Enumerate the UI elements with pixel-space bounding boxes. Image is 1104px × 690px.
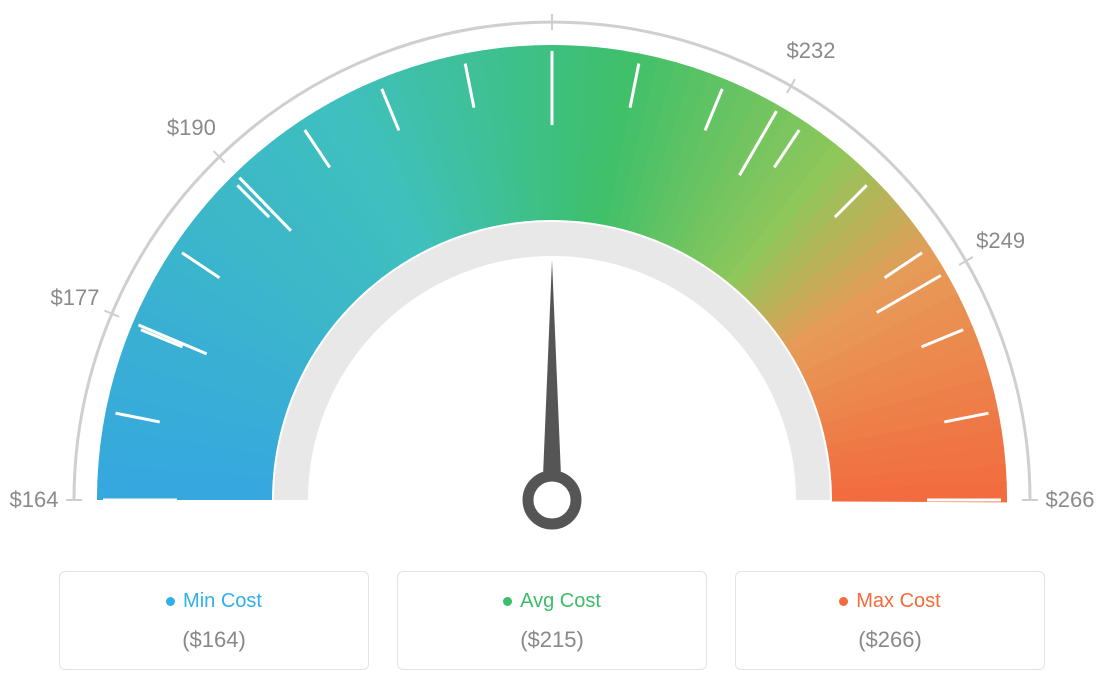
legend-dot-max: [839, 597, 848, 606]
legend-value-min: ($164): [70, 627, 358, 653]
legend-dot-min: [166, 597, 175, 606]
gauge-tick-label: $232: [787, 38, 836, 64]
legend-dot-avg: [503, 597, 512, 606]
legend-title-min: Min Cost: [166, 590, 262, 613]
legend-title-max: Max Cost: [839, 590, 940, 613]
legend-card-avg: Avg Cost ($215): [397, 571, 707, 670]
legend-value-avg: ($215): [408, 627, 696, 653]
gauge-needle-hub: [528, 476, 576, 524]
gauge-tick-label: $164: [10, 487, 59, 513]
legend-card-max: Max Cost ($266): [735, 571, 1045, 670]
gauge-tick-label: $249: [976, 228, 1025, 254]
legend-card-min: Min Cost ($164): [59, 571, 369, 670]
legend-title-avg: Avg Cost: [503, 590, 601, 613]
gauge-tick-label: $266: [1046, 487, 1095, 513]
gauge-needle: [542, 260, 562, 500]
gauge-tick-label: $190: [167, 115, 216, 141]
legend-row: Min Cost ($164) Avg Cost ($215) Max Cost…: [0, 571, 1104, 670]
legend-value-max: ($266): [746, 627, 1034, 653]
legend-label-avg: Avg Cost: [520, 590, 601, 613]
legend-label-min: Min Cost: [183, 590, 262, 613]
legend-label-max: Max Cost: [856, 590, 940, 613]
gauge-tick-label: $177: [50, 285, 99, 311]
gauge-chart-container: $164$177$190$215$232$249$266 Min Cost ($…: [0, 0, 1104, 690]
gauge-area: $164$177$190$215$232$249$266: [0, 0, 1104, 560]
gauge-svg: [0, 0, 1104, 560]
